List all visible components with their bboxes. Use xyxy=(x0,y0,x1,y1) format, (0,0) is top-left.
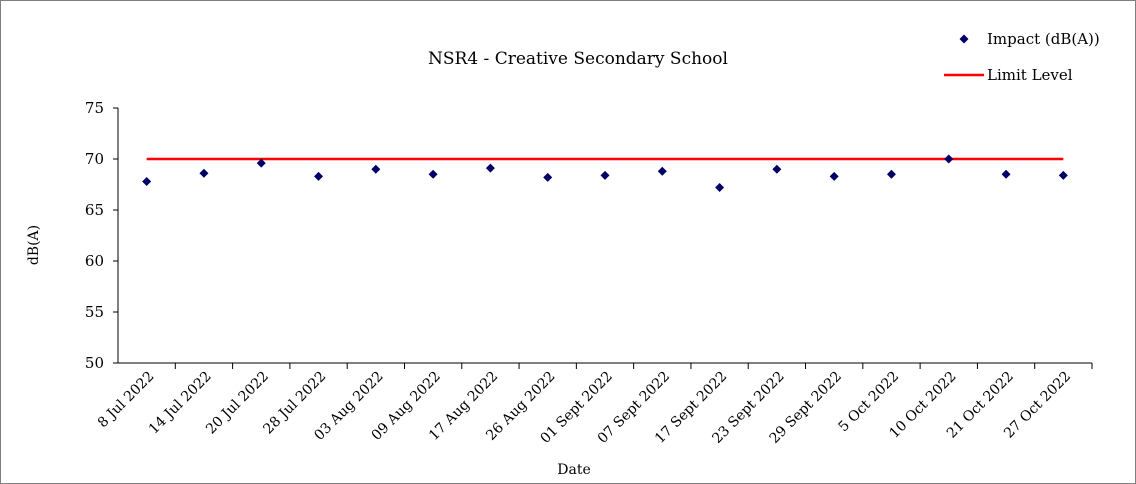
impact-point xyxy=(600,170,610,180)
impact-point xyxy=(485,163,495,173)
legend-impact-marker xyxy=(959,34,969,44)
impact-point xyxy=(772,164,782,174)
legend-limit-label: Limit Level xyxy=(987,66,1073,84)
impact-point xyxy=(371,164,381,174)
impact-point xyxy=(657,166,667,176)
y-ticks: 50 55 60 65 70 75 xyxy=(85,99,118,372)
impact-point xyxy=(199,168,209,178)
impact-point xyxy=(428,169,438,179)
y-tick-label: 75 xyxy=(85,99,104,117)
impact-point xyxy=(944,154,954,164)
impact-point xyxy=(829,171,839,181)
impact-point xyxy=(1001,169,1011,179)
impact-point xyxy=(142,176,152,186)
chart-title: NSR4 - Creative Secondary School xyxy=(428,49,728,69)
y-tick-label: 60 xyxy=(85,252,104,270)
impact-point xyxy=(1058,170,1068,180)
x-tick-label: 8 Jul 2022 xyxy=(95,369,158,432)
x-axis-label: Date xyxy=(557,462,590,478)
y-axis-label: dB(A) xyxy=(26,225,42,265)
impact-point xyxy=(886,169,896,179)
y-tick-label: 55 xyxy=(85,303,104,321)
impact-point xyxy=(314,171,324,181)
y-tick-label: 70 xyxy=(85,150,104,168)
y-tick-label: 50 xyxy=(85,354,104,372)
impact-point xyxy=(543,172,553,182)
axes xyxy=(117,108,1092,364)
plot-series xyxy=(142,154,1068,193)
y-tick-label: 65 xyxy=(85,201,104,219)
legend: Impact (dB(A)) Limit Level xyxy=(944,30,1100,84)
legend-impact-label: Impact (dB(A)) xyxy=(987,30,1100,48)
impact-point xyxy=(256,158,266,168)
impact-point xyxy=(715,183,725,193)
